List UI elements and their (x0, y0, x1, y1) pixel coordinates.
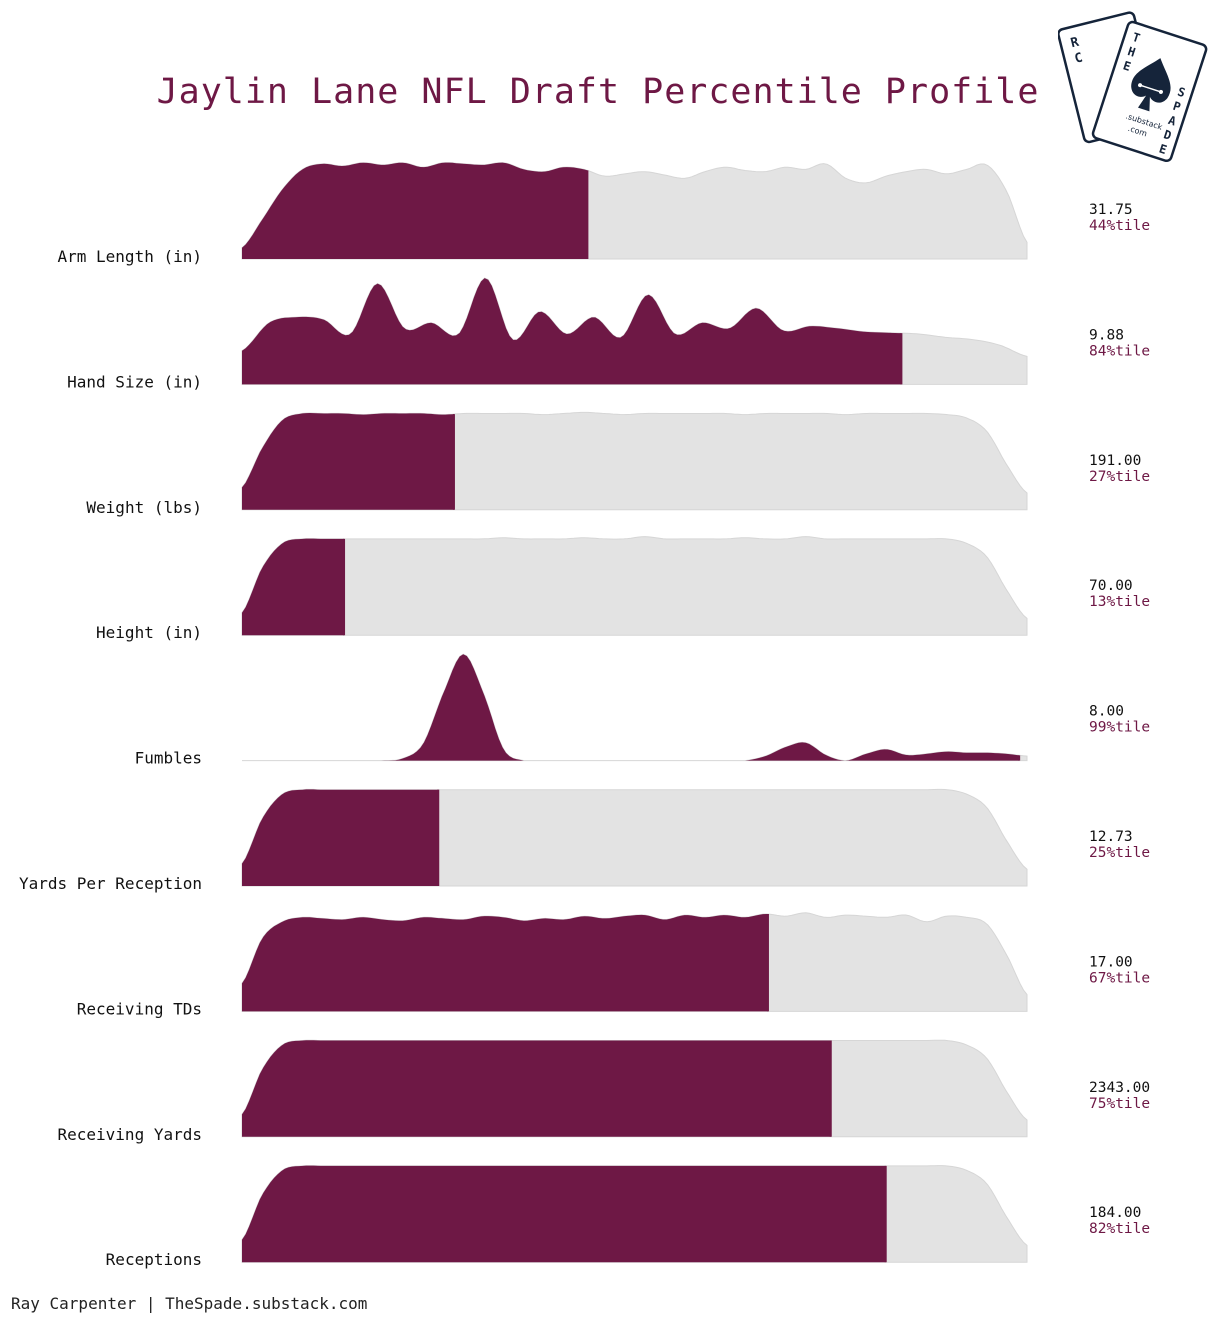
percentile-fill (242, 1165, 886, 1263)
row-label: Hand Size (in) (67, 372, 202, 391)
percentile-fill (242, 162, 588, 259)
row-value: 2343.00 (1089, 1080, 1150, 1096)
percentile-fill (242, 278, 902, 385)
svg-text:E: E (1121, 58, 1132, 74)
row-value: 8.00 (1089, 704, 1124, 720)
row-label: Height (in) (96, 623, 202, 642)
row-percentile: 27%tile (1089, 469, 1150, 485)
row-percentile: 13%tile (1089, 594, 1150, 610)
distribution-area (242, 653, 1028, 762)
row-label: Weight (lbs) (86, 498, 202, 517)
row-percentile: 84%tile (1089, 343, 1150, 359)
svg-text:A: A (1167, 113, 1179, 129)
distribution-area (241, 536, 1028, 636)
svg-text:C: C (1073, 50, 1084, 66)
row-percentile: 67%tile (1089, 970, 1150, 986)
chart-title: Jaylin Lane NFL Draft Percentile Profile (156, 72, 1040, 112)
percentile-fill (242, 1040, 831, 1137)
row-label: Receptions (106, 1250, 202, 1269)
row-label: Receiving TDs (77, 999, 202, 1018)
row-label: Fumbles (135, 749, 202, 768)
row-value: 191.00 (1089, 453, 1141, 469)
row-percentile: 44%tile (1089, 218, 1150, 234)
svg-text:S: S (1176, 85, 1187, 101)
the-spade-logo: R C T H E S P A D E .substack .com (1057, 8, 1208, 168)
row-value: 9.88 (1089, 327, 1124, 343)
row-value: 17.00 (1089, 954, 1133, 970)
row-value: 12.73 (1089, 829, 1133, 845)
spade-icon (1131, 58, 1171, 112)
row-value: 31.75 (1089, 202, 1133, 218)
row-label: Receiving Yards (58, 1125, 203, 1144)
svg-text:T: T (1131, 30, 1142, 46)
row-percentile: 75%tile (1089, 1096, 1150, 1112)
row-label: Arm Length (in) (58, 247, 203, 266)
footer-credit: Ray Carpenter | TheSpade.substack.com (11, 1294, 368, 1313)
logo-rc-letters: R (1069, 35, 1080, 51)
svg-text:P: P (1171, 99, 1182, 115)
row-percentile: 25%tile (1089, 845, 1150, 861)
row-percentile: 99%tile (1089, 720, 1150, 736)
svg-text:D: D (1162, 127, 1173, 143)
row-value: 70.00 (1089, 578, 1133, 594)
svg-text:E: E (1157, 142, 1168, 158)
row-percentile: 82%tile (1089, 1221, 1150, 1237)
percentile-fill (242, 413, 454, 510)
row-value: 184.00 (1089, 1205, 1141, 1221)
row-label: Yards Per Reception (19, 874, 202, 893)
percentile-fill (242, 538, 345, 636)
percentile-fill (242, 789, 439, 886)
percentile-fill (242, 914, 768, 1012)
svg-text:H: H (1126, 44, 1137, 60)
percentile-fill (242, 654, 1020, 761)
